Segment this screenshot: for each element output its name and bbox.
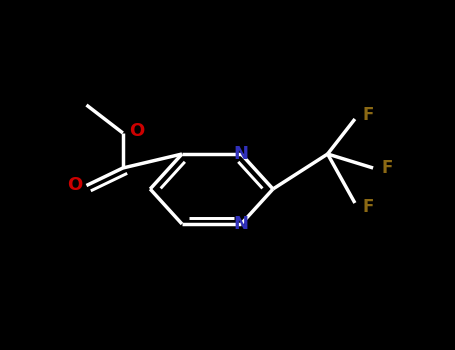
Text: O: O <box>129 122 144 140</box>
Text: O: O <box>67 176 83 195</box>
Text: F: F <box>381 159 392 177</box>
Text: F: F <box>363 106 374 125</box>
Text: N: N <box>234 215 248 233</box>
Text: N: N <box>234 145 248 163</box>
Text: F: F <box>363 197 374 216</box>
